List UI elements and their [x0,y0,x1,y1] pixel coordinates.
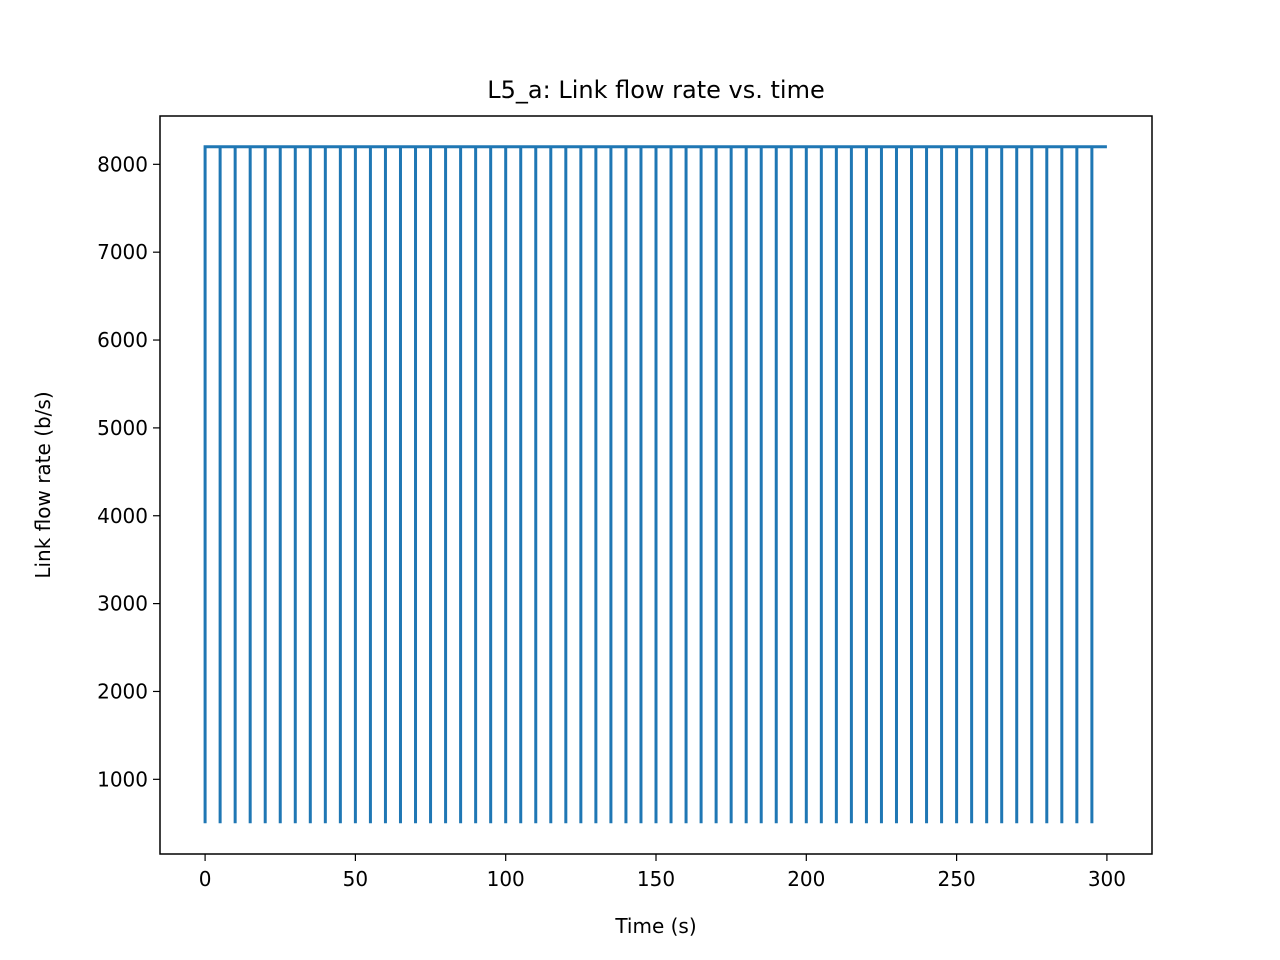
x-tick-label: 100 [487,867,525,891]
y-tick-label: 8000 [97,152,148,176]
series-layer [203,145,1107,824]
x-tick-label: 200 [787,867,825,891]
x-tick-label: 250 [938,867,976,891]
y-tick-label: 5000 [97,416,148,440]
chart-title: L5_a: Link flow rate vs. time [487,76,824,104]
x-tick-label: 0 [199,867,212,891]
x-axis: 0 50 100 150 200 250 300 [199,854,1126,891]
x-tick-label: 150 [637,867,675,891]
series-line [203,145,1107,824]
y-axis: 1000 2000 3000 4000 5000 6000 7000 8000 [97,152,160,791]
x-tick-label: 50 [343,867,368,891]
y-axis-label: Link flow rate (b/s) [31,391,55,578]
y-tick-label: 3000 [97,592,148,616]
x-axis-label: Time (s) [614,914,696,938]
y-tick-label: 2000 [97,679,148,703]
y-tick-label: 4000 [97,504,148,528]
plot-area [159,115,1153,855]
y-tick-label: 6000 [97,328,148,352]
x-tick-label: 300 [1088,867,1126,891]
y-tick-label: 1000 [97,767,148,791]
y-tick-label: 7000 [97,240,148,264]
